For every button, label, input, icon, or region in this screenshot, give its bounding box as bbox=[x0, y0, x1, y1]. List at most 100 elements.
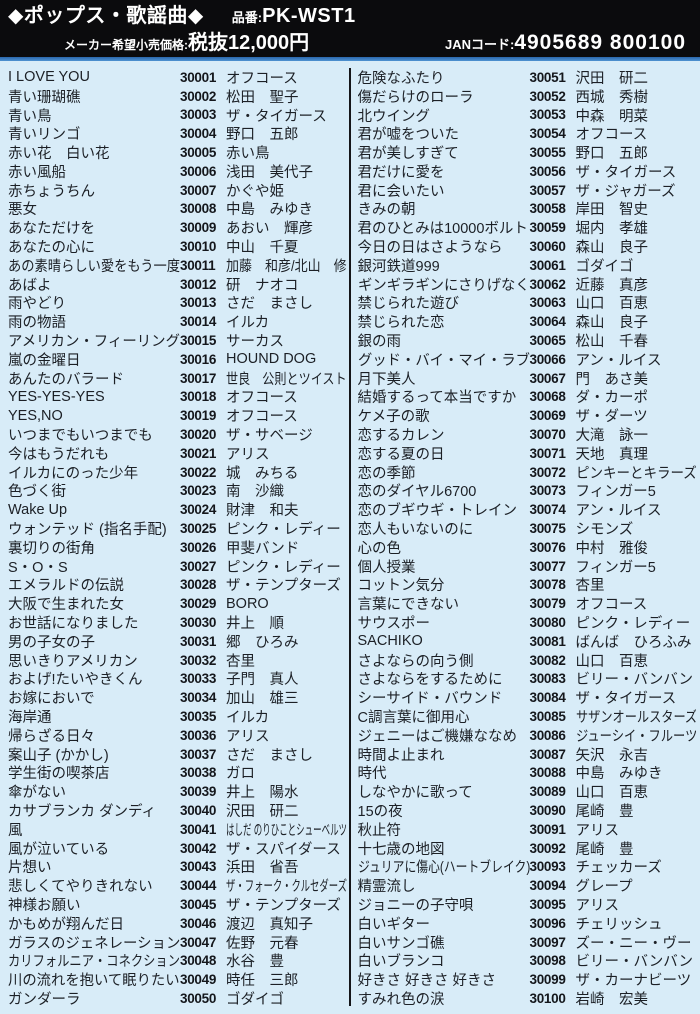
song-artist-cell: 松田 聖子 bbox=[226, 86, 347, 107]
song-artist: オフコース bbox=[226, 70, 298, 87]
song-code: 30080 bbox=[529, 615, 566, 630]
song-code: 30059 bbox=[529, 220, 566, 236]
song-artist-cell: アリス bbox=[576, 819, 697, 840]
song-artist-cell: 子門 真人 bbox=[226, 668, 347, 689]
song-title: 君に会いたい bbox=[357, 183, 445, 200]
song-code: 30006 bbox=[180, 163, 217, 179]
song-title-cell: ジュリアに傷心(ハートブレイク) bbox=[358, 856, 530, 877]
song-code: 30038 bbox=[180, 765, 217, 781]
song-row: およげ!たいやきくん 30033 子門 真人 bbox=[8, 668, 347, 689]
song-code: 30058 bbox=[529, 201, 566, 217]
song-artist-cell: HOUND DOG bbox=[226, 350, 347, 368]
song-artist: 研 ナオコ bbox=[226, 277, 299, 294]
price-value: 税抜12,000円 bbox=[188, 32, 310, 54]
song-code: 30028 bbox=[180, 577, 217, 593]
song-row: 危険なふたり 30051 沢田 研二 bbox=[358, 68, 697, 87]
song-artist: 甲斐バンド bbox=[226, 540, 300, 557]
song-code: 30052 bbox=[529, 88, 566, 104]
song-row: アメリカン・フィーリング 30015 サーカス bbox=[8, 331, 347, 350]
song-title: およげ!たいやきくん bbox=[8, 672, 143, 689]
song-code: 30036 bbox=[180, 727, 217, 743]
song-artist: アリス bbox=[226, 446, 270, 463]
song-artist: フィンガー5 bbox=[575, 484, 656, 501]
song-artist: ザ・スパイダース bbox=[226, 841, 341, 858]
song-artist: 南 沙織 bbox=[226, 484, 284, 501]
song-title-cell: 赤い風船 bbox=[8, 161, 180, 182]
song-title-cell: 片想い bbox=[8, 856, 180, 877]
song-code: 30045 bbox=[180, 896, 217, 912]
song-code: 30018 bbox=[180, 389, 217, 405]
song-title-cell: 学生街の喫茶店 bbox=[8, 762, 180, 783]
song-title-cell: 今はもうだれも bbox=[8, 443, 180, 464]
song-artist-cell: アン・ルイス bbox=[576, 499, 697, 520]
song-title: アメリカン・フィーリング bbox=[8, 334, 180, 351]
song-artist: オフコース bbox=[575, 127, 648, 144]
song-row: 15の夜 30090 尾崎 豊 bbox=[358, 801, 697, 820]
song-code: 30073 bbox=[529, 483, 566, 499]
song-code: 30093 bbox=[529, 859, 566, 875]
song-artist-cell: ピンキーとキラーズ bbox=[576, 462, 697, 483]
song-code: 30042 bbox=[180, 840, 217, 856]
song-title-cell: カリフォルニア・コネクション bbox=[8, 950, 180, 971]
song-row: 好きさ 好きさ 好きさ 30099 ザ・カーナビーツ bbox=[358, 970, 697, 989]
song-artist: 杏里 bbox=[575, 578, 605, 595]
song-title: あんたのバラード bbox=[8, 371, 124, 388]
song-artist-cell: 沢田 研二 bbox=[576, 67, 697, 88]
song-row: あなただけを 30009 あおい 輝彦 bbox=[8, 218, 347, 237]
song-title-cell: 時間よ止まれ bbox=[358, 744, 530, 765]
song-title-cell: しなやかに歌って bbox=[358, 781, 530, 802]
song-title-cell: お世話になりました bbox=[8, 612, 180, 633]
song-row: 雨の物語 30014 イルカ bbox=[8, 312, 347, 331]
page-title: ◆ポップス・歌謡曲◆ bbox=[8, 5, 204, 27]
song-artist-cell: ザ・テンプターズ bbox=[226, 574, 347, 595]
song-artist-cell: 野口 五郎 bbox=[576, 142, 697, 163]
song-row: ギンギラギンにさりげなく 30062 近藤 真彦 bbox=[358, 275, 697, 294]
song-code: 30086 bbox=[529, 727, 566, 743]
song-code: 30007 bbox=[180, 182, 217, 198]
song-title: S・O・S bbox=[8, 559, 68, 576]
song-title-cell: S・O・S bbox=[8, 556, 180, 577]
song-artist-cell: 加藤 和彦/北山 修 bbox=[226, 255, 347, 276]
song-code: 30094 bbox=[529, 878, 566, 894]
song-title: ガラスのジェネレーション bbox=[8, 935, 180, 952]
song-code: 30026 bbox=[180, 539, 217, 555]
song-row: 恋人もいないのに 30075 シモンズ bbox=[358, 519, 697, 538]
song-artist: 堀内 孝雄 bbox=[575, 221, 649, 238]
song-artist-cell: ザ・タイガース bbox=[226, 105, 347, 126]
song-title-cell: ウォンテッド (指名手配) bbox=[8, 518, 180, 539]
song-code: 30046 bbox=[180, 915, 217, 931]
song-artist-cell: 岸田 智史 bbox=[576, 198, 697, 219]
song-artist-cell: ザ・タイガース bbox=[576, 161, 697, 182]
song-artist: ゴダイゴ bbox=[575, 258, 634, 275]
song-code: 30074 bbox=[529, 502, 566, 518]
song-title-cell: かもめが翔んだ日 bbox=[8, 913, 180, 934]
song-artist-cell: 研 ナオコ bbox=[226, 274, 347, 295]
song-row: YES-YES-YES 30018 オフコース bbox=[8, 388, 347, 407]
song-row: 風 30041 はしだ のりひことシューベルツ bbox=[8, 820, 347, 839]
song-code: 30012 bbox=[180, 276, 217, 292]
song-title: 恋する夏の日 bbox=[357, 446, 445, 463]
song-artist: 赤い鳥 bbox=[226, 146, 270, 163]
song-code: 30051 bbox=[529, 69, 566, 85]
song-code: 30062 bbox=[529, 276, 566, 292]
song-title: 心の色 bbox=[357, 540, 402, 557]
song-title-cell: さよならをするために bbox=[358, 668, 530, 689]
song-title: 時間よ止まれ bbox=[357, 747, 445, 764]
song-artist-cell: あおい 輝彦 bbox=[226, 217, 347, 238]
song-row: 君に会いたい 30057 ザ・ジャガーズ bbox=[358, 181, 697, 200]
song-artist: 水谷 豊 bbox=[226, 954, 284, 971]
song-artist: さだ まさし bbox=[226, 747, 313, 764]
song-artist-cell: サザンオールスターズ bbox=[576, 706, 697, 727]
song-title-cell: ガンダーラ bbox=[8, 988, 180, 1009]
song-title-cell: 君のひとみは10000ボルト bbox=[358, 217, 530, 238]
song-artist-cell: 森山 良子 bbox=[576, 236, 697, 257]
song-title: あの素晴らしい愛をもう一度 bbox=[8, 258, 180, 275]
song-artist-cell: 山口 百恵 bbox=[576, 292, 697, 313]
song-title: 青い鳥 bbox=[8, 108, 52, 125]
song-code: 30008 bbox=[180, 201, 217, 217]
song-artist-cell: 加山 雄三 bbox=[226, 687, 347, 708]
song-row: 青い珊瑚礁 30002 松田 聖子 bbox=[8, 87, 347, 106]
song-title: 大阪で生まれた女 bbox=[8, 597, 124, 614]
song-row: お嫁においで 30034 加山 雄三 bbox=[8, 688, 347, 707]
header-row-2: メーカー希望小売価格:税抜12,000円 JANコード:4905689 8001… bbox=[8, 30, 690, 58]
